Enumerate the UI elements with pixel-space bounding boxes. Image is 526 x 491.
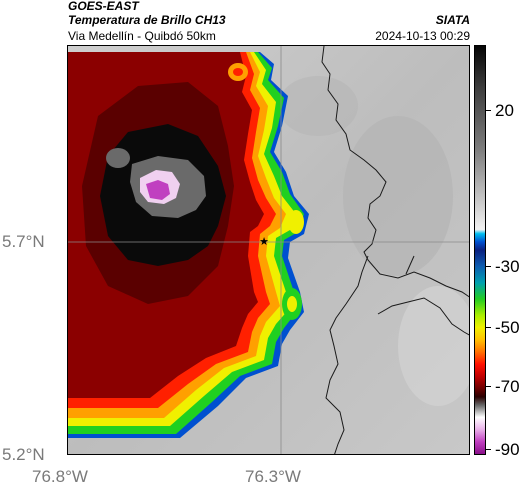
- colorbar-tick-m30: [486, 266, 491, 267]
- colorbar-tick-m70: [486, 386, 491, 387]
- timestamp-label: 2024-10-13 00:29: [375, 29, 470, 43]
- colorbar-label-20: 20: [495, 101, 514, 120]
- colorbar-label-m90: -90: [495, 440, 520, 459]
- satellite-title: GOES-EAST: [68, 0, 139, 13]
- cell-north-core: [233, 68, 243, 76]
- lat-label-5-7: 5.7°N: [2, 232, 45, 251]
- organization-label: SIATA: [435, 13, 470, 27]
- lon-label-76-3: 76.3°W: [245, 467, 301, 486]
- satellite-map: ★: [67, 45, 470, 455]
- cell-east-core: [287, 296, 297, 312]
- ground-shade-3: [278, 76, 358, 136]
- location-marker: ★: [259, 235, 269, 248]
- colorbar-label-m50: -50: [495, 318, 520, 337]
- lon-label-76-8: 76.8°W: [32, 467, 88, 486]
- colorbar-tick-m90: [486, 449, 491, 450]
- ground-shade-2: [398, 286, 469, 406]
- colorbar-label-m70: -70: [495, 377, 520, 396]
- colorbar-tick-m50: [486, 327, 491, 328]
- ground-shade-1: [343, 116, 453, 276]
- cloud-core-magenta: [146, 180, 170, 200]
- cloud-gray-patch: [106, 148, 130, 168]
- cell-mid: [288, 210, 304, 234]
- colorbar-tick-20: [486, 110, 491, 111]
- admin-boundaries: [321, 46, 469, 454]
- map-canvas: ★: [68, 46, 469, 454]
- lat-label-5-2: 5.2°N: [2, 445, 45, 464]
- colorbar-label-m30: -30: [495, 257, 520, 276]
- colorbar: [474, 45, 486, 455]
- location-label: Via Medellín - Quibdó 50km: [68, 29, 216, 43]
- product-title: Temperatura de Brillo CH13: [68, 13, 226, 27]
